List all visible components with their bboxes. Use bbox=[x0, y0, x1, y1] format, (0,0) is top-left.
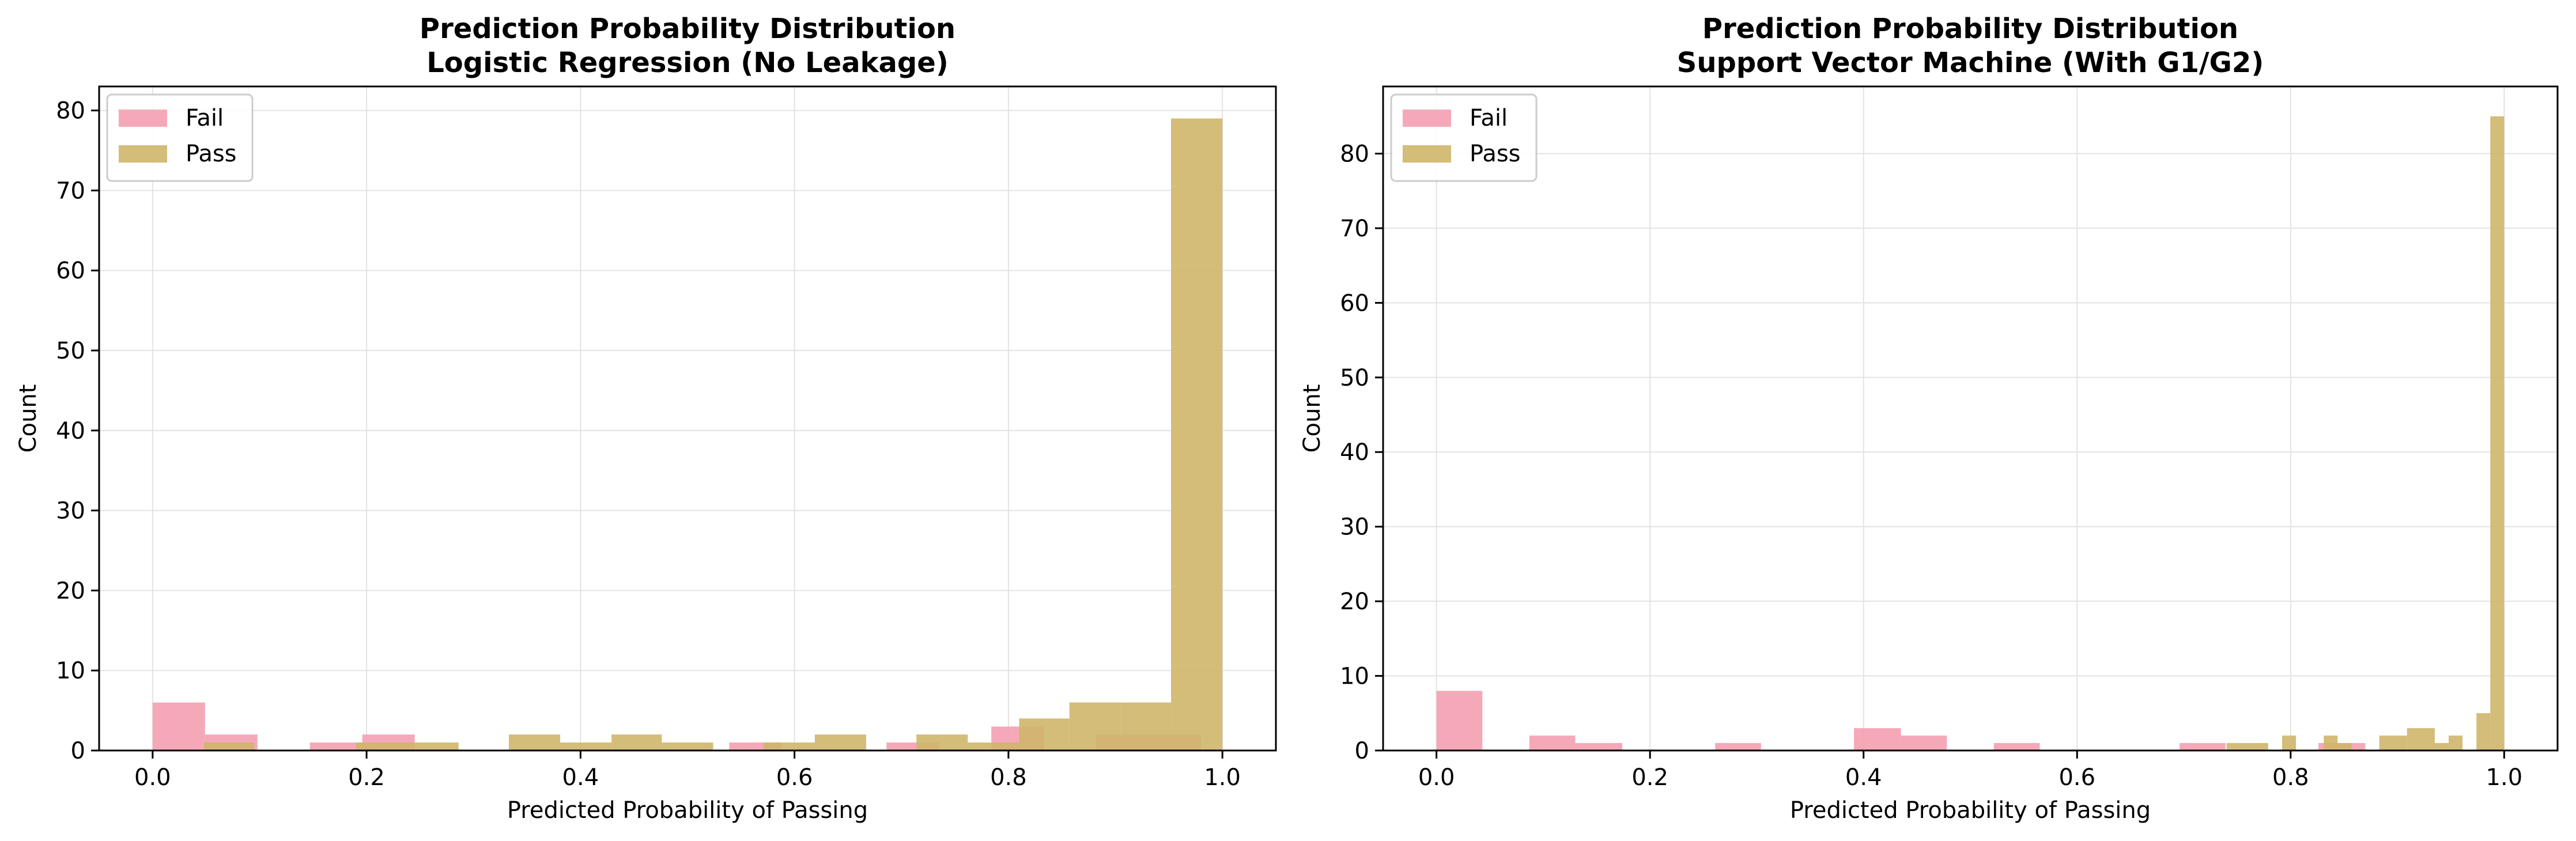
right-x-tick-label-2: 0.4 bbox=[1845, 764, 1882, 791]
left-pass-bar-13 bbox=[1120, 702, 1172, 751]
right-pass-bar-4 bbox=[2337, 743, 2352, 751]
right-legend-swatch-fail bbox=[1403, 110, 1451, 127]
left-pass-bar-3 bbox=[508, 734, 561, 751]
left-pass-bar-1 bbox=[356, 742, 407, 751]
left-legend-box bbox=[106, 93, 254, 182]
left-x-tick-label-5: 1.0 bbox=[1204, 764, 1241, 791]
right-y-tick-label-6: 60 bbox=[1340, 290, 1369, 316]
left-chart-subtitle: Logistic Regression (No Leakage) bbox=[426, 47, 949, 79]
left-y-tick-label-6: 60 bbox=[56, 258, 85, 284]
right-pass-bar-8 bbox=[2449, 736, 2463, 751]
left-pass-bar-14 bbox=[1171, 118, 1223, 751]
left-y-tick-label-4: 40 bbox=[56, 418, 85, 444]
left-chart-panel: Prediction Probability Distribution Logi… bbox=[15, 13, 1277, 824]
right-legend-label-fail: Fail bbox=[1470, 105, 1508, 131]
right-legend-box bbox=[1390, 93, 1538, 182]
right-x-tick-label-1: 0.2 bbox=[1631, 764, 1668, 791]
left-x-axis-label: Predicted Probability of Passing bbox=[507, 797, 868, 824]
left-pass-bar-11 bbox=[1019, 718, 1070, 751]
left-chart-title: Prediction Probability Distribution bbox=[420, 13, 955, 45]
right-fail-bar-1 bbox=[1529, 736, 1576, 751]
left-legend-swatch-pass bbox=[119, 145, 167, 163]
right-pass-bar-9 bbox=[2476, 713, 2491, 751]
right-legend-swatch-pass bbox=[1403, 145, 1451, 163]
left-y-tick-label-2: 20 bbox=[56, 578, 85, 604]
left-x-tick-label-3: 0.6 bbox=[776, 764, 813, 791]
right-fail-bar-3 bbox=[1715, 743, 1761, 751]
left-legend-label-pass: Pass bbox=[186, 141, 237, 167]
left-pass-bar-10 bbox=[968, 742, 1019, 751]
left-pass-bar-0 bbox=[203, 742, 255, 751]
right-y-tick-label-5: 50 bbox=[1340, 365, 1369, 391]
left-x-tick-label-4: 0.8 bbox=[990, 764, 1027, 791]
left-y-tick-label-1: 10 bbox=[56, 658, 85, 684]
right-y-tick-label-2: 20 bbox=[1340, 589, 1369, 615]
left-y-tick-label-5: 50 bbox=[56, 338, 85, 364]
right-bars bbox=[1436, 116, 2505, 751]
right-legend-label-pass: Pass bbox=[1470, 141, 1521, 167]
right-x-tick-label-0: 0.0 bbox=[1418, 764, 1455, 791]
right-y-tick-label-3: 30 bbox=[1340, 514, 1369, 541]
right-x-tick-label-4: 0.8 bbox=[2272, 764, 2309, 791]
right-pass-bar-0 bbox=[2226, 743, 2268, 751]
left-pass-bar-12 bbox=[1069, 702, 1121, 751]
left-y-tick-label-3: 30 bbox=[56, 498, 85, 525]
left-x-tick-label-2: 0.4 bbox=[562, 764, 599, 791]
left-plot-frame bbox=[98, 85, 1277, 752]
right-fail-bar-5 bbox=[1901, 736, 1947, 751]
right-y-tick-label-8: 80 bbox=[1340, 141, 1369, 167]
left-pass-bar-7 bbox=[763, 742, 815, 751]
right-fail-bar-6 bbox=[1993, 743, 2040, 751]
right-y-tick-label-0: 0 bbox=[1355, 738, 1369, 764]
right-plot-frame bbox=[1382, 85, 2559, 752]
right-pass-bar-6 bbox=[2407, 728, 2435, 751]
left-pass-bar-6 bbox=[662, 742, 713, 751]
left-legend-label-fail: Fail bbox=[186, 105, 224, 131]
right-chart-panel: Prediction Probability Distribution Supp… bbox=[1299, 13, 2559, 824]
left-y-tick-label-8: 80 bbox=[56, 98, 85, 125]
left-legend: Fail Pass bbox=[106, 93, 254, 182]
left-ticks: 0.0 0.2 0.4 0.6 0.8 1.0 0 10 20 30 40 50 60 70 80 bbox=[56, 98, 1241, 791]
right-y-axis-label: Count bbox=[1299, 384, 1325, 453]
left-fail-bar-0 bbox=[152, 702, 205, 751]
right-x-tick-label-5: 1.0 bbox=[2486, 764, 2523, 791]
right-pass-bar-5 bbox=[2379, 736, 2407, 751]
right-pass-bar-3 bbox=[2324, 736, 2338, 751]
left-bars bbox=[152, 118, 1223, 751]
right-fail-bar-7 bbox=[2180, 743, 2226, 751]
left-pass-bar-4 bbox=[560, 742, 612, 751]
left-fail-bar-2 bbox=[309, 742, 362, 751]
right-x-tick-label-3: 0.6 bbox=[2058, 764, 2095, 791]
left-y-tick-label-0: 0 bbox=[71, 738, 85, 764]
left-y-axis-label: Count bbox=[15, 384, 41, 453]
left-x-tick-label-0: 0.0 bbox=[134, 764, 171, 791]
left-x-tick-label-1: 0.2 bbox=[348, 764, 385, 791]
right-y-tick-label-4: 40 bbox=[1340, 439, 1369, 466]
left-pass-bar-9 bbox=[916, 734, 968, 751]
right-legend: Fail Pass bbox=[1390, 93, 1538, 182]
right-pass-bar-10 bbox=[2490, 116, 2505, 751]
right-chart-title: Prediction Probability Distribution bbox=[1702, 13, 2238, 45]
right-fail-bar-2 bbox=[1575, 743, 1623, 751]
right-pass-bar-7 bbox=[2434, 743, 2449, 751]
right-chart-subtitle: Support Vector Machine (With G1/G2) bbox=[1677, 47, 2264, 79]
left-pass-bar-2 bbox=[407, 742, 459, 751]
right-y-tick-label-7: 70 bbox=[1340, 216, 1369, 242]
left-pass-bar-5 bbox=[611, 734, 662, 751]
right-y-tick-label-1: 10 bbox=[1340, 663, 1369, 690]
left-legend-swatch-fail bbox=[119, 110, 167, 127]
right-ticks: 0.0 0.2 0.4 0.6 0.8 1.0 0 10 20 30 40 50 60 70 80 bbox=[1340, 141, 2522, 791]
right-pass-bar-2 bbox=[2282, 736, 2297, 751]
right-fail-bar-4 bbox=[1854, 728, 1901, 751]
left-y-tick-label-7: 70 bbox=[56, 178, 85, 204]
right-x-axis-label: Predicted Probability of Passing bbox=[1790, 797, 2151, 824]
right-fail-bar-0 bbox=[1436, 691, 1483, 751]
left-pass-bar-8 bbox=[814, 734, 867, 751]
